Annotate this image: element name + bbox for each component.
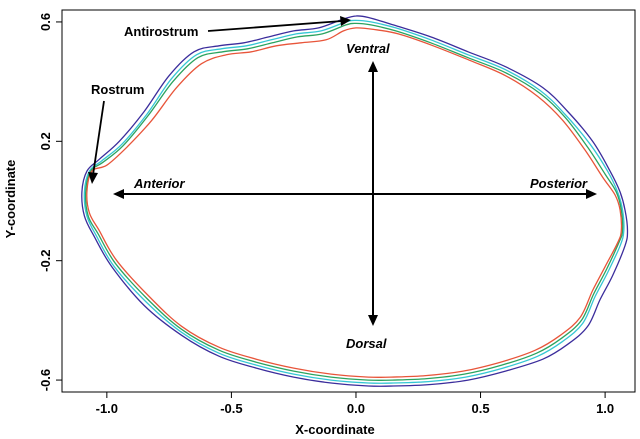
y-tick-label: 0.6 <box>38 13 53 31</box>
anterior-label: Anterior <box>133 176 186 191</box>
y-axis-title: Y-coordinate <box>3 160 18 239</box>
y-tick-label: -0.6 <box>38 369 53 391</box>
posterior-arrowhead <box>586 189 597 199</box>
outline-series-1 <box>81 15 629 387</box>
plot-frame <box>61 9 636 393</box>
annotation-pointers <box>88 16 351 184</box>
outline-series-4 <box>86 27 623 379</box>
posterior-label: Posterior <box>530 176 588 191</box>
x-axis-title: X-coordinate <box>295 422 374 437</box>
antirostrum-label: Antirostrum <box>124 24 198 39</box>
anterior-arrowhead <box>113 189 124 199</box>
dorsal-label: Dorsal <box>346 336 387 351</box>
antirostrum-pointer-head <box>340 16 351 26</box>
x-tick-label: -1.0 <box>96 401 118 416</box>
outline-series-2 <box>83 19 625 384</box>
rostrum-pointer-line <box>92 100 105 176</box>
dorsal-arrowhead <box>368 315 378 326</box>
x-tick-label: 0.5 <box>472 401 490 416</box>
ventral-label: Ventral <box>346 41 390 56</box>
rostrum-pointer-head <box>88 172 98 184</box>
x-tick-label: 0.0 <box>347 401 365 416</box>
x-tick-label: -0.5 <box>220 401 242 416</box>
outline-series-3 <box>84 22 624 382</box>
y-tick-label: 0.2 <box>38 132 53 150</box>
y-tick-label: -0.2 <box>38 249 53 271</box>
orientation-cross <box>113 61 597 326</box>
series-layer <box>81 15 629 387</box>
tick-layer: -1.0 -0.5 0.0 0.5 1.0 -0.6 -0.2 0.2 0.6 <box>38 13 614 416</box>
antirostrum-pointer-line <box>207 20 343 32</box>
rostrum-label: Rostrum <box>91 82 144 97</box>
ventral-arrowhead <box>368 61 378 72</box>
x-tick-label: 1.0 <box>596 401 614 416</box>
